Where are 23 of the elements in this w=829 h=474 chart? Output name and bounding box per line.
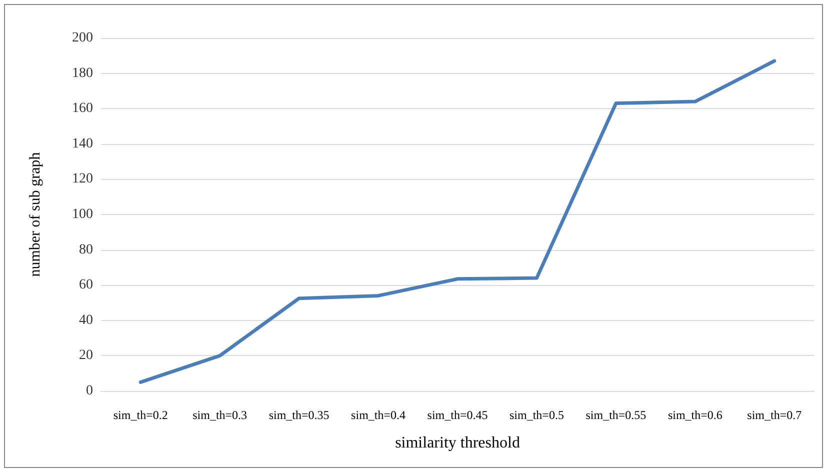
x-tick-label: sim_th=0.45 (427, 408, 488, 422)
line-series (138, 59, 776, 384)
y-tick-label: 40 (79, 312, 93, 328)
y-tick-label: 60 (79, 278, 93, 293)
y-tick-label: 180 (72, 66, 93, 81)
y-axis-title: number of sub graph (28, 152, 44, 277)
y-tick-label: 120 (72, 172, 93, 187)
x-tick-label: sim_th=0.7 (747, 408, 802, 422)
y-tick-label: 80 (79, 242, 93, 258)
x-tick-label: sim_th=0.55 (586, 408, 646, 422)
y-tick-label: 200 (72, 30, 93, 46)
x-tick-label: sim_th=0.3 (192, 408, 248, 422)
y-tick-label: 0 (86, 384, 93, 398)
y-tick-label: 20 (79, 348, 93, 364)
y-tick-label: 160 (72, 101, 93, 116)
x-tick-label: sim_th=0.35 (268, 408, 330, 422)
x-tick-label: sim_th=0.6 (668, 408, 722, 422)
x-tick-label: sim_th=0.5 (509, 408, 564, 422)
x-tick-label: sim_th=0.4 (351, 408, 406, 422)
x-tick-label: sim_th=0.2 (113, 408, 168, 422)
y-tick-label: 100 (72, 207, 93, 222)
x-axis-title: similarity threshold (395, 434, 520, 452)
y-tick-label: 140 (72, 136, 93, 152)
